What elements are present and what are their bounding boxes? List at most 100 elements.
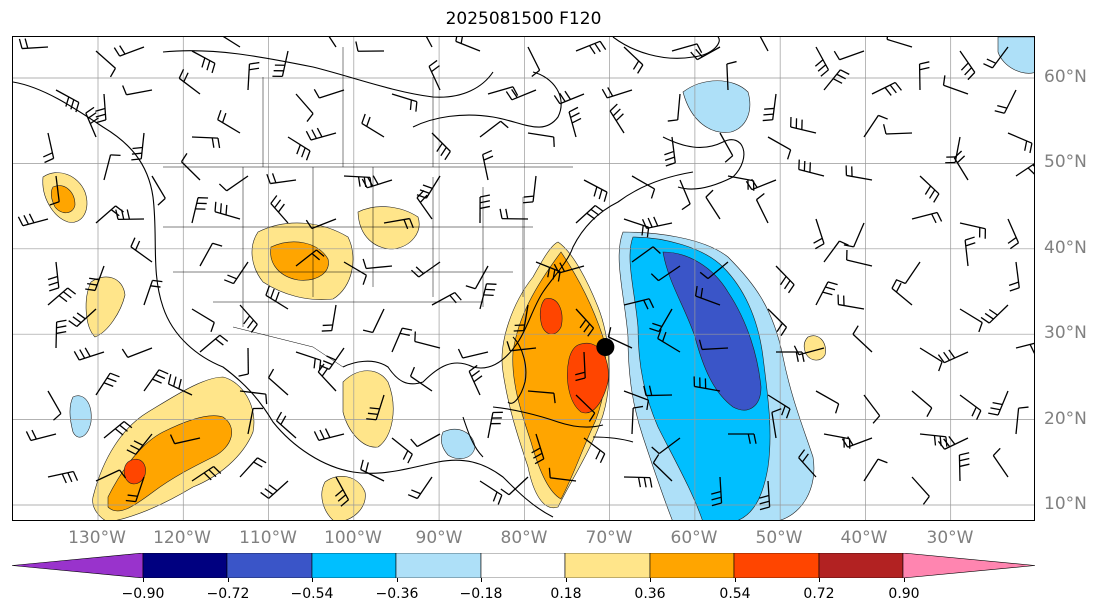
wind-barb — [671, 43, 703, 54]
wind-barb — [937, 435, 969, 450]
wind-barb — [191, 308, 215, 333]
anomaly-positive-core — [567, 343, 609, 414]
wind-barb — [222, 37, 241, 48]
wind-barb — [411, 261, 441, 278]
wind-barb — [272, 50, 289, 78]
wind-barb — [85, 106, 99, 138]
wind-barb — [247, 407, 264, 435]
wind-barb — [295, 351, 322, 371]
anomaly-positive-mid — [512, 251, 607, 500]
wind-barb — [959, 222, 987, 239]
colorbar — [12, 553, 1035, 578]
wind-barb — [465, 265, 489, 290]
colorbar-segment — [142, 553, 228, 578]
wind-barb — [295, 93, 314, 122]
wind-barb — [317, 363, 337, 392]
wind-barb — [143, 279, 163, 306]
wind-barb — [762, 93, 777, 122]
wind-barb — [217, 109, 241, 134]
wind-barb — [487, 411, 503, 439]
wind-barb — [416, 189, 433, 220]
colorbar-tick: 0.72 — [803, 586, 835, 602]
lat-label-40n: 40°N — [1044, 238, 1087, 258]
wind-barb — [843, 222, 865, 248]
wind-barb — [313, 428, 345, 442]
anomaly-patch-mexico — [321, 475, 366, 520]
colorbar-tickmark — [904, 578, 905, 582]
wind-barb — [727, 433, 757, 444]
wind-barb — [841, 436, 873, 448]
wind-barb — [361, 175, 393, 189]
wind-barb — [523, 175, 537, 204]
wind-barb — [199, 334, 229, 353]
map-title: 2025081500 F120 — [445, 9, 602, 29]
colorbar-tickmark — [566, 578, 567, 582]
wind-barb — [575, 308, 595, 337]
wind-barb — [607, 327, 633, 349]
wind-barb — [313, 88, 345, 99]
wind-barb — [270, 195, 289, 224]
wind-barb — [759, 37, 769, 52]
wind-barb — [455, 37, 481, 52]
wind-barb — [891, 279, 913, 306]
wind-barb — [798, 449, 817, 478]
wind-barb — [958, 452, 970, 482]
lat-label-30n: 30°N — [1044, 323, 1087, 343]
wind-barb — [988, 390, 1009, 416]
wind-barb — [575, 204, 604, 224]
colorbar-segment — [311, 553, 397, 578]
coastline-florida — [507, 336, 527, 404]
wind-barb — [47, 390, 62, 421]
map-panel — [12, 36, 1035, 521]
wind-barb — [945, 136, 961, 164]
wind-barb — [980, 304, 1009, 324]
wind-barb — [391, 327, 413, 353]
wind-barb — [953, 150, 969, 181]
political-borders — [163, 47, 573, 368]
colorbar-tickmark — [735, 578, 736, 582]
coastline-alaska-canada — [162, 50, 494, 98]
wind-barb — [130, 237, 153, 263]
wind-barb — [911, 476, 930, 505]
wind-barb — [919, 175, 940, 203]
colorbar-tick: −0.36 — [375, 586, 419, 602]
wind-barb — [1015, 406, 1029, 435]
wind-barb — [355, 41, 385, 52]
wind-barb — [813, 218, 825, 250]
wind-barb — [122, 85, 153, 96]
wind-barb — [407, 476, 433, 500]
wind-barb — [918, 61, 930, 91]
wind-barb — [500, 476, 529, 496]
wind-barb — [328, 37, 337, 48]
wind-barb — [568, 106, 582, 138]
colorbar-segment — [902, 553, 1035, 578]
wind-barb — [214, 201, 241, 220]
wind-barb — [125, 476, 145, 503]
wind-barb — [871, 81, 902, 96]
wind-barb — [815, 390, 840, 414]
wind-barb — [623, 46, 644, 74]
anomaly-pacific-mid — [107, 415, 232, 512]
wind-barb — [823, 69, 850, 91]
anomaly-patch-atlantic-east — [803, 335, 826, 361]
wind-barb — [575, 394, 596, 422]
wind-barb — [362, 258, 393, 270]
wind-barb — [428, 59, 441, 91]
wind-barbs — [17, 37, 1034, 511]
wind-barb — [55, 319, 67, 349]
coastline-arctic — [612, 37, 720, 59]
wind-barb — [767, 394, 791, 419]
wind-barb — [191, 197, 209, 224]
wind-barb — [68, 308, 97, 328]
wind-barb — [506, 341, 537, 352]
wind-barb — [664, 136, 676, 167]
colorbar-tickmark — [481, 578, 482, 582]
wind-barb — [218, 175, 249, 192]
wind-barb — [239, 390, 268, 405]
wind-barb — [265, 285, 289, 310]
coastlines — [13, 37, 745, 518]
wind-barb — [727, 175, 755, 191]
wind-barb — [95, 469, 127, 482]
wind-barb — [223, 261, 249, 285]
wind-barb — [360, 459, 385, 482]
